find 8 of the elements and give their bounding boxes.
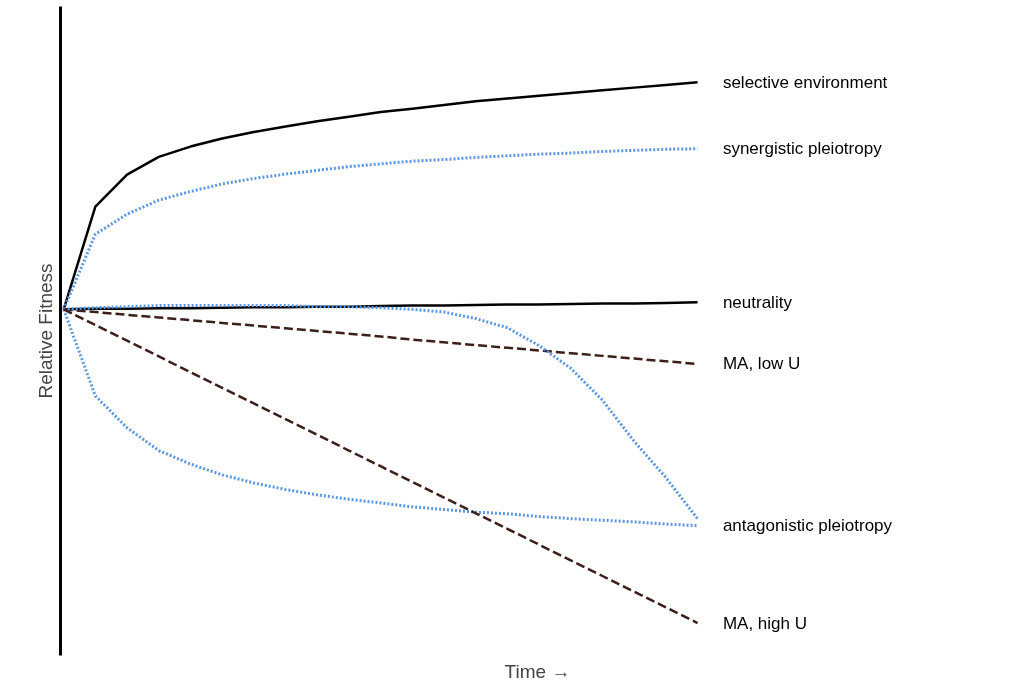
series-label: antagonistic pleiotropy (722, 516, 893, 536)
series-label: synergistic pleiotropy (722, 139, 883, 159)
series-label: selective environment (722, 72, 888, 92)
x-axis-title: Time → (504, 660, 571, 682)
y-axis-title: Relative Fitness (34, 263, 56, 399)
series-label: MA, high U (722, 613, 808, 633)
series-label: neutrality (722, 292, 793, 312)
series-label: MA, low U (722, 354, 801, 374)
